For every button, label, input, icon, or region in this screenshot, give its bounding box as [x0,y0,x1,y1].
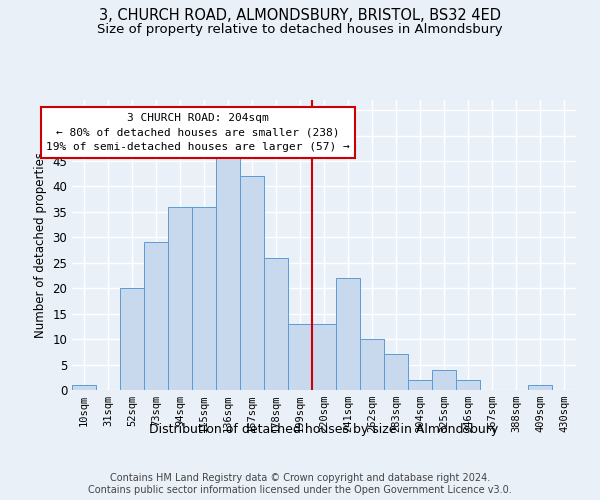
Bar [312,324,336,390]
Bar [72,385,96,390]
Bar [144,242,168,390]
Text: Contains HM Land Registry data © Crown copyright and database right 2024.
Contai: Contains HM Land Registry data © Crown c… [88,474,512,495]
Bar [288,324,312,390]
Text: 3, CHURCH ROAD, ALMONDSBURY, BRISTOL, BS32 4ED: 3, CHURCH ROAD, ALMONDSBURY, BRISTOL, BS… [99,8,501,22]
Bar [192,207,216,390]
Bar [240,176,264,390]
Text: Distribution of detached houses by size in Almondsbury: Distribution of detached houses by size … [149,422,499,436]
Bar [432,370,456,390]
Bar [408,380,432,390]
Text: 3 CHURCH ROAD: 204sqm
← 80% of detached houses are smaller (238)
19% of semi-det: 3 CHURCH ROAD: 204sqm ← 80% of detached … [46,112,350,152]
Text: Size of property relative to detached houses in Almondsbury: Size of property relative to detached ho… [97,22,503,36]
Bar [384,354,408,390]
Bar [336,278,360,390]
Bar [456,380,480,390]
Bar [168,207,192,390]
Bar [120,288,144,390]
Bar [216,156,240,390]
Y-axis label: Number of detached properties: Number of detached properties [34,152,47,338]
Bar [528,385,552,390]
Bar [360,339,384,390]
Bar [264,258,288,390]
